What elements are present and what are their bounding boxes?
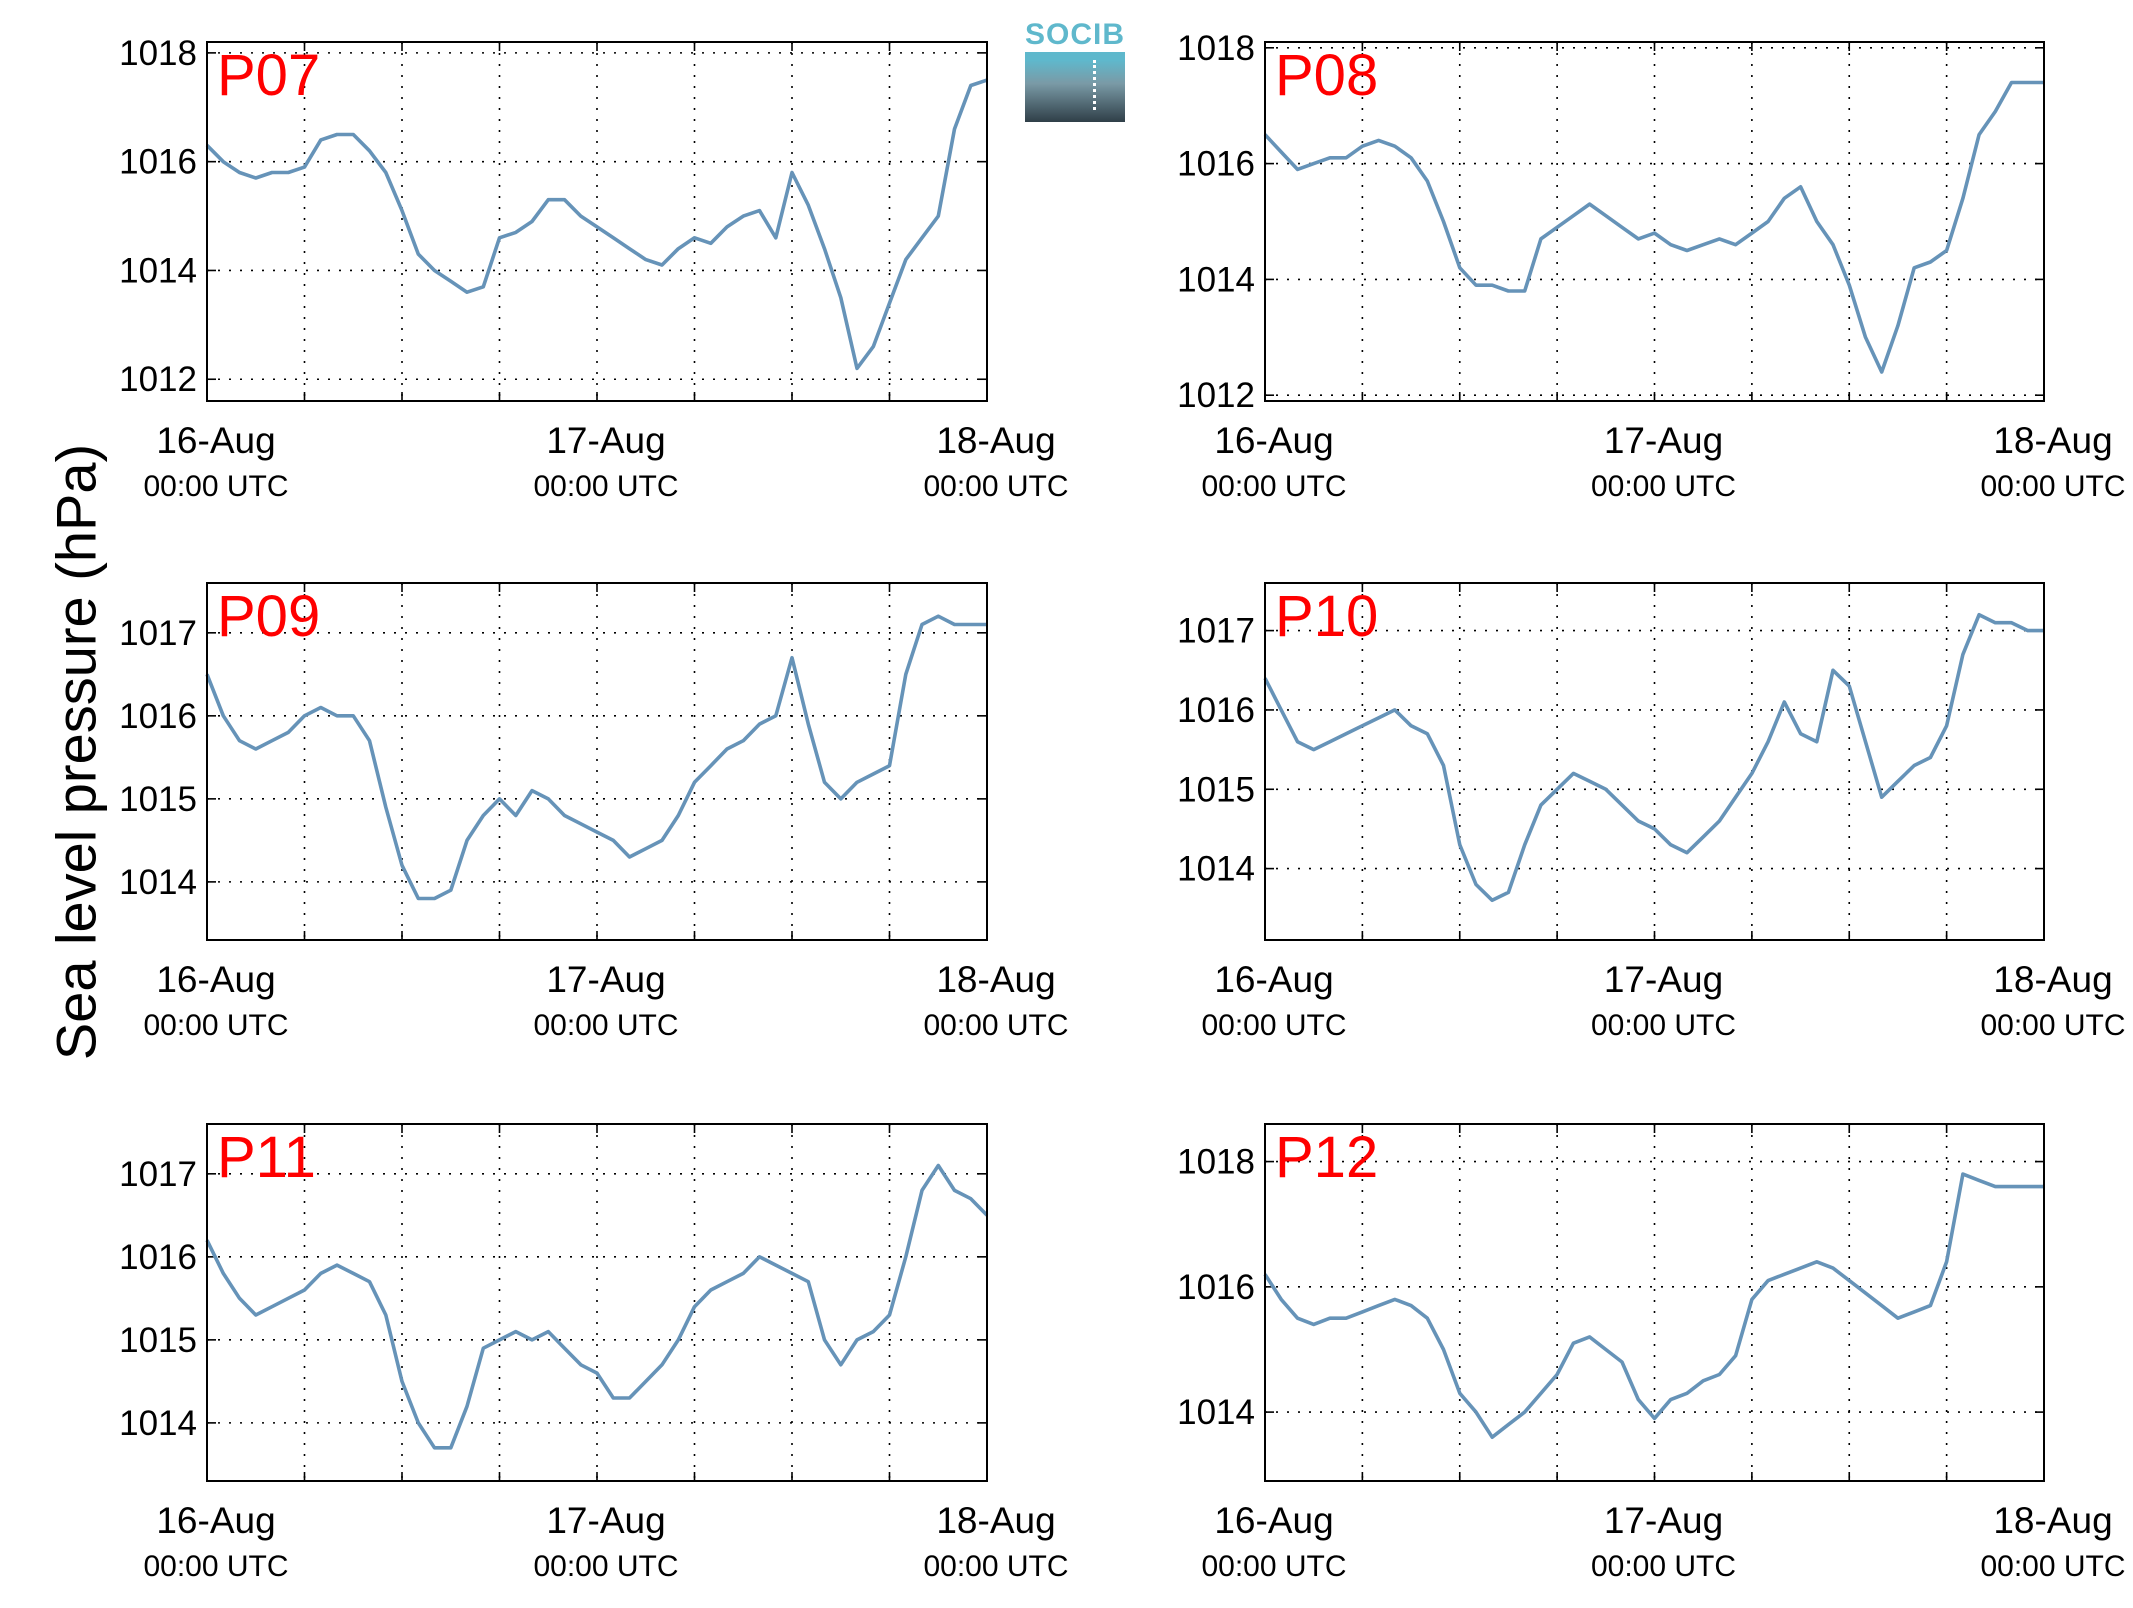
- y-tick-label: 1018: [119, 34, 197, 73]
- y-tick-label: 1014: [1177, 1393, 1255, 1432]
- y-tick-label: 1017: [119, 1155, 197, 1194]
- x-tick-label-time: 00:00 UTC: [533, 1009, 678, 1042]
- socib-logo: SOCIB: [1025, 18, 1125, 122]
- x-tick-label-time: 00:00 UTC: [923, 1550, 1068, 1583]
- y-tick-label: 1014: [1177, 260, 1255, 299]
- axes-frame: [206, 41, 988, 402]
- x-tick-label-time: 00:00 UTC: [1201, 1009, 1346, 1042]
- y-tick-label: 1016: [1177, 691, 1255, 730]
- series-line: [205, 1163, 989, 1450]
- y-tick-label: 1015: [119, 780, 197, 819]
- x-tick-label-date: 16-Aug: [1214, 959, 1333, 1000]
- x-tick-label-date: 18-Aug: [936, 1500, 1055, 1541]
- y-tick-label: 1016: [1177, 1268, 1255, 1307]
- series-line: [205, 78, 988, 371]
- series-line: [1263, 1172, 2044, 1439]
- panel-p12: 1014 1016 1018 16-Aug 00:00 UTC 17-Aug 00:00 U…: [1177, 1123, 2126, 1583]
- axes-frame: [206, 582, 988, 941]
- y-tick-label: 1016: [119, 1238, 197, 1277]
- y-tick-label: 1014: [119, 863, 197, 902]
- y-tick-label: 1018: [1177, 29, 1255, 68]
- y-tick-label: 1015: [1177, 770, 1255, 809]
- x-tick-label-time: 00:00 UTC: [143, 1550, 288, 1583]
- panel-p10: 1014 1015 1016 1017 16-Aug 00:00 UTC 17-Aug 00:…: [1177, 582, 2126, 1042]
- series-line: [205, 614, 987, 901]
- x-tick-label-time: 00:00 UTC: [533, 1550, 678, 1583]
- x-tick-label-time: 00:00 UTC: [1980, 470, 2125, 503]
- x-tick-label-time: 00:00 UTC: [533, 470, 678, 503]
- x-tick-label-date: 18-Aug: [936, 420, 1055, 461]
- x-tick-label-time: 00:00 UTC: [143, 1009, 288, 1042]
- x-tick-label-time: 00:00 UTC: [1201, 1550, 1346, 1583]
- x-tick-label-date: 17-Aug: [546, 959, 665, 1000]
- panel-p11: 1014 1015 1016 1017 16-Aug 00:00 UTC 17-Aug 00:…: [119, 1123, 1069, 1583]
- panel-label: P10: [1275, 584, 1378, 649]
- axes-frame: [206, 1123, 988, 1482]
- y-tick-label: 1017: [1177, 612, 1255, 651]
- y-tick-label: 1012: [1177, 376, 1255, 415]
- panel-label: P09: [217, 584, 320, 649]
- panel-p08: 1012 1014 1016 1018 16-Aug 00:00 UTC 17-Aug 00:…: [1177, 29, 2125, 503]
- axes-frame: [1264, 1123, 2045, 1482]
- logo-graphic: [1025, 52, 1125, 122]
- panel-p09: 1014 1015 1016 1017 16-Aug 00:00 UTC 17-Aug 00:…: [119, 582, 1069, 1042]
- y-tick-label: 1012: [119, 360, 197, 399]
- x-tick-label-time: 00:00 UTC: [1201, 470, 1346, 503]
- x-tick-label-date: 16-Aug: [156, 420, 275, 461]
- x-tick-label-time: 00:00 UTC: [923, 470, 1068, 503]
- y-tick-label: 1014: [119, 1404, 197, 1443]
- y-tick-label: 1014: [119, 251, 197, 290]
- panel-label: P12: [1275, 1125, 1378, 1190]
- x-tick-label-date: 17-Aug: [546, 420, 665, 461]
- x-tick-label-time: 00:00 UTC: [1591, 1009, 1736, 1042]
- y-tick-label: 1018: [1177, 1143, 1255, 1182]
- x-tick-label-date: 17-Aug: [1604, 420, 1723, 461]
- y-tick-label: 1016: [119, 143, 197, 182]
- series-line: [1263, 612, 2044, 903]
- y-tick-label: 1016: [1177, 145, 1255, 184]
- x-tick-label-date: 16-Aug: [1214, 420, 1333, 461]
- x-tick-label-time: 00:00 UTC: [1980, 1550, 2125, 1583]
- x-tick-label-time: 00:00 UTC: [923, 1009, 1068, 1042]
- x-tick-label-date: 18-Aug: [1993, 959, 2112, 1000]
- y-tick-label: 1015: [119, 1321, 197, 1360]
- x-tick-label-time: 00:00 UTC: [1980, 1009, 2125, 1042]
- x-tick-label-date: 18-Aug: [1993, 420, 2112, 461]
- y-tick-label: 1016: [119, 697, 197, 736]
- axes-frame: [1264, 41, 2045, 402]
- x-tick-label-date: 16-Aug: [156, 959, 275, 1000]
- axes-frame: [1264, 582, 2045, 941]
- x-tick-label-date: 17-Aug: [546, 1500, 665, 1541]
- x-tick-label-time: 00:00 UTC: [1591, 1550, 1736, 1583]
- x-tick-label-date: 16-Aug: [1214, 1500, 1333, 1541]
- panel-label: P08: [1275, 43, 1378, 108]
- logo-text: SOCIB: [1025, 18, 1126, 51]
- panel-label: P07: [217, 43, 320, 108]
- panel-p07: 1012 1014 1016 1018 16-Aug 00:00 UTC 17-Aug 00:…: [119, 34, 1068, 503]
- series-line: [1263, 80, 2044, 374]
- x-tick-label-date: 18-Aug: [936, 959, 1055, 1000]
- x-tick-label-time: 00:00 UTC: [143, 470, 288, 503]
- x-tick-label-date: 17-Aug: [1604, 959, 1723, 1000]
- x-tick-label-time: 00:00 UTC: [1591, 470, 1736, 503]
- x-tick-label-date: 18-Aug: [1993, 1500, 2112, 1541]
- panel-label: P11: [217, 1125, 316, 1190]
- y-tick-label: 1017: [119, 614, 197, 653]
- y-tick-label: 1014: [1177, 850, 1255, 889]
- x-tick-label-date: 17-Aug: [1604, 1500, 1723, 1541]
- x-tick-label-date: 16-Aug: [156, 1500, 275, 1541]
